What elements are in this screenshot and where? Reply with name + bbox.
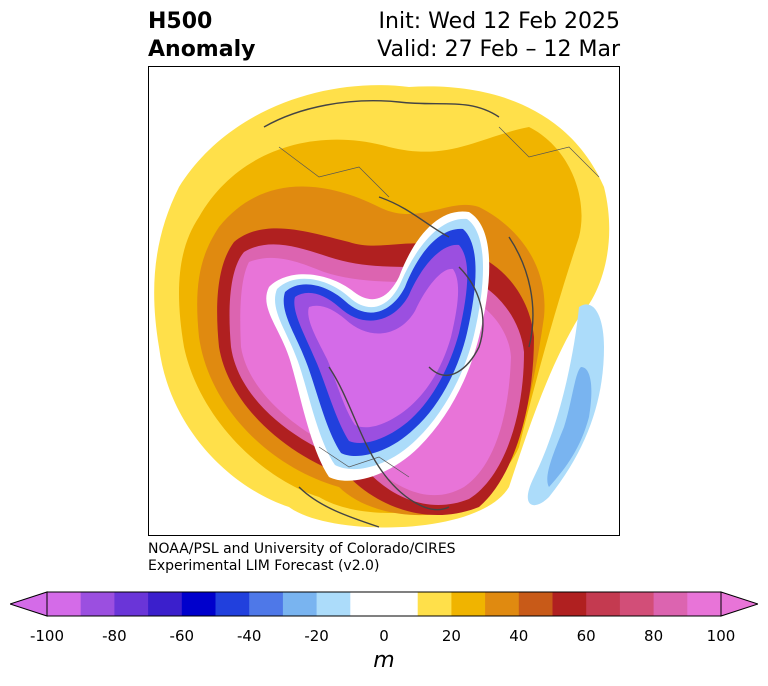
colorbar-segment bbox=[619, 592, 655, 616]
credit-line1: NOAA/PSL and University of Colorado/CIRE… bbox=[148, 541, 456, 557]
colorbar-tick-label: -40 bbox=[236, 627, 262, 645]
valid-period: Valid: 27 Feb – 12 Mar bbox=[377, 37, 620, 62]
map-panel bbox=[148, 66, 620, 536]
colorbar-tick-label: -60 bbox=[169, 627, 195, 645]
colorbar-segment bbox=[282, 592, 318, 616]
colorbar-segment bbox=[47, 592, 82, 616]
negative-patch-east-inner bbox=[547, 367, 592, 487]
colorbar-low-extend bbox=[10, 591, 48, 617]
colorbar-segment bbox=[417, 592, 452, 616]
colorbar-tick-label: 60 bbox=[576, 627, 596, 645]
colorbar-segment bbox=[181, 592, 216, 616]
colorbar-segment bbox=[687, 592, 722, 616]
credit: NOAA/PSL and University of Colorado/CIRE… bbox=[148, 541, 456, 575]
colorbar bbox=[10, 591, 758, 617]
colorbar-segment bbox=[384, 592, 419, 616]
colorbar-segment bbox=[215, 592, 250, 616]
anomaly-map bbox=[154, 85, 610, 528]
title-right: Init: Wed 12 Feb 2025 Valid: 27 Feb – 12… bbox=[377, 8, 620, 64]
credit-line2: Experimental LIM Forecast (v2.0) bbox=[148, 558, 380, 574]
colorbar-segment bbox=[80, 592, 115, 616]
colorbar-tick-label: -80 bbox=[102, 627, 127, 645]
colorbar-tick-label: 80 bbox=[644, 627, 664, 645]
colorbar-segment bbox=[249, 592, 284, 616]
title-anomaly: Anomaly bbox=[148, 37, 256, 62]
colorbar-segment bbox=[451, 592, 486, 616]
colorbar-tick-label: 100 bbox=[706, 627, 736, 645]
title-left: H500 Anomaly bbox=[148, 8, 255, 64]
borders bbox=[278, 126, 600, 478]
colorbar-segment bbox=[485, 592, 520, 616]
colorbar-segment bbox=[114, 592, 149, 616]
colorbar-segment bbox=[552, 592, 587, 616]
colorbar-tick-label: 40 bbox=[509, 627, 529, 645]
negative-anomaly-core bbox=[308, 268, 459, 428]
negative-patch-east bbox=[527, 304, 604, 506]
colorbar-tick-label: 20 bbox=[441, 627, 461, 645]
init-date: Init: Wed 12 Feb 2025 bbox=[378, 9, 620, 34]
colorbar-high-extend bbox=[720, 591, 758, 617]
colorbar-segment bbox=[653, 592, 688, 616]
colorbar-segment bbox=[518, 592, 553, 616]
colorbar-tick-label: -100 bbox=[29, 627, 65, 645]
colorbar-tick-label: 0 bbox=[379, 627, 389, 645]
coastlines bbox=[263, 100, 534, 528]
colorbar-tick-label: -20 bbox=[304, 627, 329, 645]
colorbar-segment bbox=[350, 592, 385, 616]
title-variable: H500 bbox=[148, 9, 213, 34]
colorbar-segment bbox=[148, 592, 183, 616]
colorbar-unit: m bbox=[373, 648, 395, 673]
colorbar-segment bbox=[316, 592, 351, 616]
colorbar-segment bbox=[586, 592, 621, 616]
